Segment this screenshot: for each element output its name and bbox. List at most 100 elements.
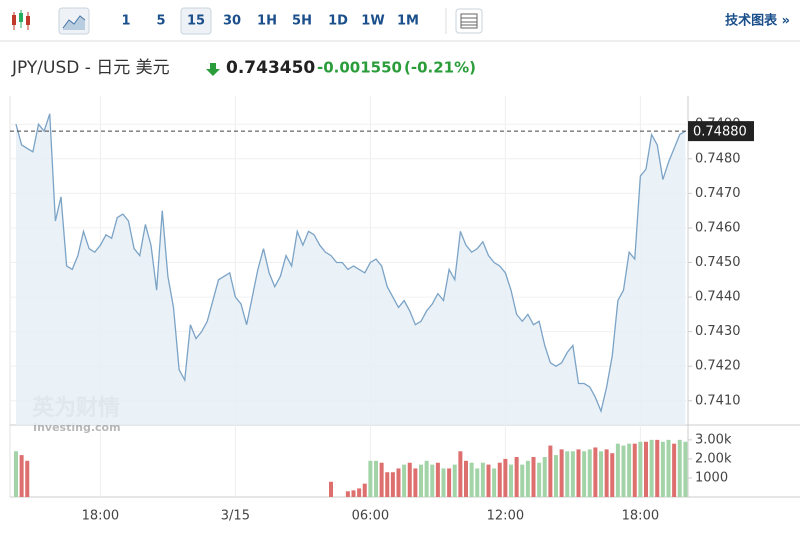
volume-bar	[345, 491, 350, 497]
volume-tick-label: 2.00k	[695, 451, 732, 466]
volume-bar	[649, 439, 654, 497]
volume-bar	[559, 449, 564, 497]
volume-bar	[655, 439, 660, 497]
volume-bar	[19, 455, 24, 497]
volume-bar	[627, 443, 632, 497]
interval-button[interactable]: 1W	[361, 14, 384, 29]
volume-bar	[509, 464, 513, 497]
interval-button[interactable]: 5H	[292, 14, 312, 29]
volume-bar	[396, 468, 401, 497]
volume-bar	[492, 468, 497, 497]
volume-bar	[419, 464, 423, 497]
volume-bar	[452, 464, 457, 497]
volume-bar	[537, 462, 542, 497]
volume-bar	[435, 462, 440, 497]
interval-button[interactable]: 1	[121, 14, 130, 29]
x-tick-label: 12:00	[487, 509, 524, 524]
change-pct: (-0.21%)	[404, 59, 476, 77]
symbol: JPY/USD - 日元 美元	[11, 58, 170, 78]
volume-bar	[621, 445, 626, 497]
volume-bar	[593, 447, 598, 497]
volume-bar	[441, 468, 446, 497]
volume-bar	[447, 468, 452, 497]
volume-bar	[329, 481, 333, 497]
volume-bar	[480, 462, 485, 497]
y-tick-label: 0.7480	[695, 151, 741, 166]
y-tick-label: 0.7410	[695, 393, 741, 408]
volume-bar	[430, 464, 435, 497]
volume-tick-label: 1000	[695, 470, 728, 485]
y-tick-label: 0.7460	[695, 220, 741, 235]
x-tick-label: 18:00	[622, 509, 659, 524]
volume-bar	[576, 449, 581, 497]
volume-bar	[604, 449, 609, 497]
y-tick-label: 0.7450	[695, 255, 741, 270]
area-icon[interactable]	[58, 7, 90, 35]
area	[16, 113, 686, 425]
volume-bar	[362, 483, 367, 497]
interval-button[interactable]: 5	[156, 14, 165, 29]
change: -0.001550	[317, 59, 402, 77]
volume-bar	[379, 462, 384, 497]
volume-bar	[570, 451, 575, 497]
candle-icon[interactable]	[12, 10, 30, 30]
volume-bar	[638, 441, 643, 497]
volume-bar	[413, 468, 418, 497]
y-tick-label: 0.7470	[695, 186, 741, 201]
volume-bar	[531, 457, 536, 497]
volume-bar	[666, 439, 671, 497]
tech-chart-link[interactable]: 技术图表 »	[725, 13, 790, 29]
volume-bar	[14, 451, 18, 497]
y-tick-label: 0.7430	[695, 324, 741, 339]
volume-bar	[25, 460, 30, 497]
volume-bar	[475, 468, 480, 497]
table-icon[interactable]	[455, 8, 483, 34]
volume-bar	[582, 451, 587, 497]
interval-button[interactable]: 30	[223, 14, 241, 29]
volume-bar	[385, 472, 390, 497]
y-tick-label: 0.7440	[695, 290, 741, 305]
volume-bar	[497, 462, 502, 497]
volume-bar	[402, 464, 407, 497]
volume-bar	[486, 464, 491, 497]
volume-bar	[374, 460, 378, 497]
volume-bar	[660, 441, 665, 497]
volume-bar	[390, 472, 395, 497]
volume-bar	[464, 460, 468, 497]
volume-bar	[565, 451, 570, 497]
volume-bar	[554, 455, 558, 497]
volume-bar	[672, 443, 677, 497]
interval-button[interactable]: 1M	[397, 14, 419, 29]
plot: 18:00 3/15 06:00 12:00 18:00 0.7410 0.7420 0.74…	[10, 96, 754, 524]
volume-bar	[469, 462, 474, 497]
y-tick-label: 0.7420	[695, 359, 741, 374]
volume-bar	[514, 457, 519, 497]
volume-bar	[610, 453, 615, 497]
volume-bar	[407, 462, 412, 497]
volume-bar	[599, 451, 603, 497]
volume-bar	[368, 460, 373, 497]
price: 0.743450	[226, 58, 315, 78]
interval-button[interactable]: 15	[187, 14, 205, 29]
volume-bar	[548, 445, 553, 497]
volume-bar	[677, 439, 682, 497]
active-interval-box	[180, 7, 212, 35]
volume-bar	[503, 458, 508, 497]
interval-buttons: 1 5 15 30 1H 5H 1D 1W 1M	[121, 14, 419, 29]
volume-bar	[357, 488, 362, 497]
x-tick-label: 18:00	[82, 509, 119, 524]
last-price-label: 0.74880	[693, 125, 747, 140]
volume-bar	[525, 460, 530, 497]
interval-button[interactable]: 1D	[328, 14, 348, 29]
x-tick-label: 06:00	[352, 509, 389, 524]
volume-bar	[351, 490, 356, 497]
volume-bar	[644, 441, 648, 497]
last-price-box	[688, 121, 754, 142]
interval-button[interactable]: 1H	[257, 14, 277, 29]
volume-bar	[542, 457, 547, 497]
down-arrow	[206, 63, 220, 76]
volume-tick-label: 3.00k	[695, 432, 732, 447]
volume-bar	[520, 464, 525, 497]
volume-bar	[587, 449, 592, 497]
